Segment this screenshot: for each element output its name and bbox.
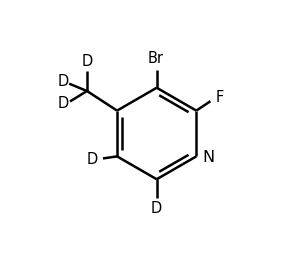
Text: D: D xyxy=(57,74,69,89)
Text: F: F xyxy=(216,90,224,105)
Text: Br: Br xyxy=(147,50,163,65)
Text: D: D xyxy=(86,152,98,167)
Text: N: N xyxy=(202,150,214,165)
Text: D: D xyxy=(58,96,69,111)
Text: D: D xyxy=(81,54,93,69)
Text: D: D xyxy=(151,201,162,216)
